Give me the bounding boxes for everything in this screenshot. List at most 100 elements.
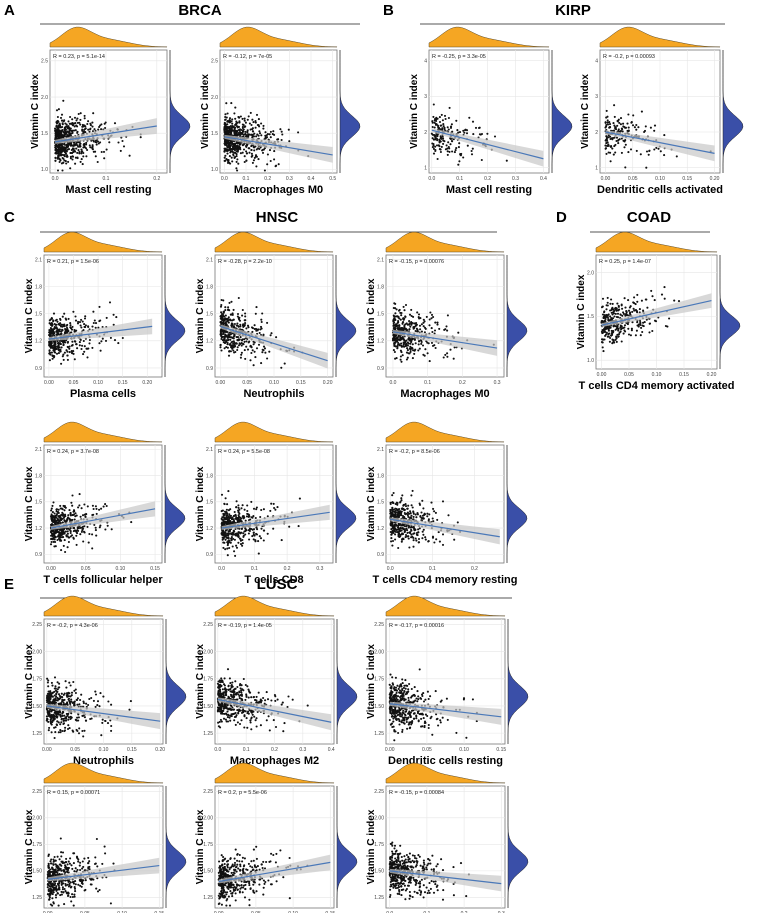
data-point xyxy=(78,150,81,154)
data-point xyxy=(241,151,244,154)
data-point xyxy=(71,152,74,155)
data-point xyxy=(97,128,100,131)
data-point xyxy=(66,535,69,538)
data-point xyxy=(83,128,86,132)
data-point xyxy=(655,146,658,149)
data-point xyxy=(223,503,226,506)
data-point xyxy=(428,318,431,321)
data-point xyxy=(420,342,423,345)
scatter-plot-12: 0.00 0.05 0.10 0.15 0.201.251.501.752.002.25… xyxy=(24,595,187,767)
data-point xyxy=(230,536,233,539)
data-point xyxy=(648,149,651,152)
data-point xyxy=(259,328,262,331)
data-point xyxy=(238,120,241,123)
data-point xyxy=(91,533,94,536)
data-point xyxy=(493,135,497,138)
data-point xyxy=(440,113,443,116)
data-point xyxy=(439,124,442,127)
data-point xyxy=(250,326,254,329)
top-density xyxy=(428,26,550,48)
data-point xyxy=(82,353,85,356)
data-point xyxy=(444,117,447,121)
data-point xyxy=(229,514,233,517)
data-point xyxy=(83,503,86,506)
data-point xyxy=(605,135,608,138)
data-point xyxy=(455,147,458,150)
data-point xyxy=(99,124,102,127)
data-point xyxy=(66,341,69,344)
data-point xyxy=(609,336,612,340)
data-point xyxy=(397,533,400,536)
data-point xyxy=(288,525,291,528)
data-point xyxy=(63,531,66,534)
y-tick-label: 0.9 xyxy=(206,552,213,558)
data-point xyxy=(645,166,648,169)
data-point xyxy=(601,297,605,300)
data-point xyxy=(79,123,82,126)
right-density xyxy=(722,50,744,173)
data-point xyxy=(224,113,227,116)
x-tick-label: 0.10 xyxy=(99,747,109,753)
data-point xyxy=(393,342,396,345)
data-point xyxy=(237,115,240,119)
data-point xyxy=(64,317,67,320)
data-point xyxy=(257,343,261,346)
data-point xyxy=(66,516,70,519)
data-point xyxy=(241,123,244,126)
data-point xyxy=(229,162,232,165)
data-point xyxy=(270,332,273,335)
data-point xyxy=(608,121,611,124)
data-point xyxy=(252,515,255,518)
data-point xyxy=(250,152,253,155)
data-point xyxy=(621,130,624,133)
data-point xyxy=(413,352,416,355)
data-point xyxy=(237,125,240,128)
data-point xyxy=(663,134,666,137)
data-point xyxy=(56,169,60,172)
data-point xyxy=(433,541,436,544)
data-point xyxy=(92,507,95,511)
x-tick-label: 0.00 xyxy=(601,176,611,182)
data-point xyxy=(66,350,69,353)
data-point xyxy=(236,336,240,339)
data-point xyxy=(248,538,251,541)
data-point xyxy=(427,342,430,345)
data-point xyxy=(613,136,616,139)
data-point xyxy=(91,504,94,507)
data-point xyxy=(607,335,610,338)
data-point xyxy=(231,545,234,548)
data-point xyxy=(230,300,233,303)
data-point xyxy=(434,123,438,126)
data-point xyxy=(450,139,453,143)
data-point xyxy=(53,322,56,326)
data-point xyxy=(71,158,74,161)
data-point xyxy=(64,146,67,149)
data-point xyxy=(408,525,411,528)
group-title-coad: COAD xyxy=(627,209,671,226)
data-point xyxy=(257,158,260,161)
data-point xyxy=(408,320,411,323)
data-point xyxy=(262,333,265,336)
data-point xyxy=(105,148,108,151)
data-point xyxy=(434,149,437,153)
data-point xyxy=(262,124,265,127)
data-point xyxy=(239,342,242,346)
data-point xyxy=(87,325,90,329)
data-point xyxy=(458,160,461,163)
data-point xyxy=(56,535,60,538)
data-point xyxy=(636,321,639,324)
data-point xyxy=(241,117,244,120)
data-point xyxy=(428,324,431,327)
data-point xyxy=(394,509,397,512)
data-point xyxy=(252,145,255,148)
data-point xyxy=(426,352,429,355)
data-point xyxy=(627,130,630,133)
y-axis-label: Vitamin C index xyxy=(200,74,211,149)
regression-line xyxy=(54,125,157,143)
data-point xyxy=(635,329,638,332)
data-point xyxy=(427,540,430,543)
data-point xyxy=(72,527,75,530)
data-point xyxy=(404,303,408,307)
data-point xyxy=(54,345,57,349)
data-point xyxy=(424,538,427,541)
